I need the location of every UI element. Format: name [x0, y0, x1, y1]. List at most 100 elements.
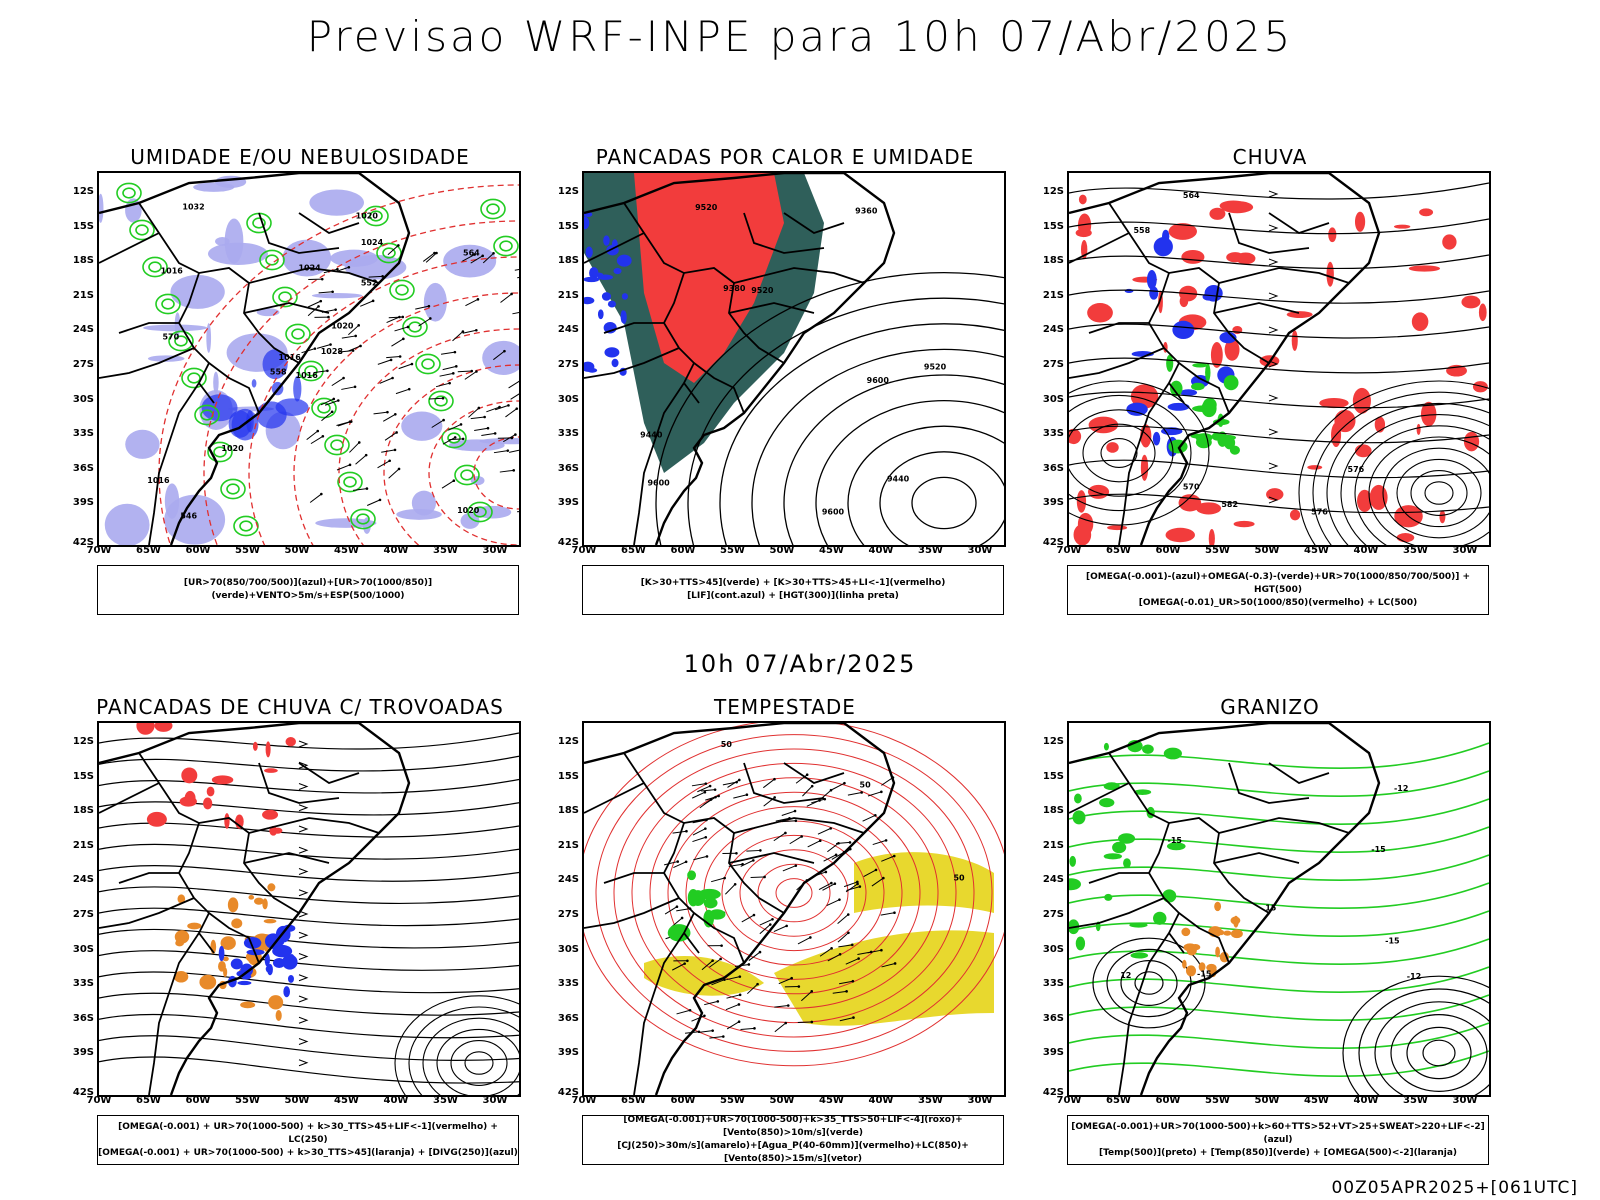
humidity-high-level — [282, 239, 332, 277]
wind-vector — [439, 372, 454, 377]
contour-label: 9600 — [647, 478, 670, 487]
wind-vector — [499, 469, 514, 473]
humidity-low-contour — [441, 427, 467, 449]
contour-label: 9600 — [867, 376, 890, 385]
thunderstorm-region — [264, 768, 278, 773]
lat-tick: 42S — [1042, 537, 1064, 548]
state-border — [603, 322, 664, 334]
legend-line-2: [Temp(500)](preto) + [Temp(850)](verde) … — [1098, 1147, 1458, 1158]
wind-vector — [318, 291, 333, 294]
wind-arrowhead — [735, 852, 738, 855]
wind-arrowhead — [847, 931, 850, 935]
wind-vector — [387, 245, 399, 256]
lifted-index-contour — [585, 246, 593, 258]
height-contour — [1069, 409, 1174, 497]
wind-vector — [512, 311, 519, 315]
lat-tick: 24S — [1042, 874, 1064, 886]
wind-vector — [774, 1005, 789, 1008]
strong-omega-region — [1211, 432, 1222, 441]
state-border — [728, 302, 815, 314]
showers-region — [263, 918, 277, 924]
wind-arrowhead — [830, 947, 833, 950]
legend-line-2: [CJ(250)>30m/s](amarelo)+[Agua_P(40-60mm… — [617, 1141, 969, 1164]
lat-tick: 21S — [1042, 289, 1064, 301]
streamline — [99, 843, 519, 860]
lat-tick: 42S — [72, 1087, 94, 1098]
coastline — [584, 173, 896, 545]
precipitable-water-contour — [685, 806, 903, 980]
streamline-arrow — [298, 825, 309, 833]
wind-arrowhead — [406, 325, 410, 329]
main-title: Previsao WRF-INPE para 10h 07/Abr/2025 — [306, 12, 1294, 61]
humidity-low-contour — [480, 198, 506, 220]
wind-arrowhead — [433, 251, 436, 255]
wind-vector — [381, 449, 396, 453]
rain-region — [1286, 311, 1313, 319]
map-tempestade: 50 50 50 — [582, 721, 1006, 1097]
wind-vector — [872, 839, 887, 846]
wind-vector — [664, 906, 678, 915]
state-border — [298, 212, 360, 234]
lat-tick: 15S — [557, 770, 579, 782]
panel-title: TEMPESTADE — [714, 695, 856, 719]
rain-region — [1078, 194, 1087, 205]
wind-arrowhead — [410, 362, 414, 366]
thickness-contour — [338, 328, 519, 545]
humidity-low-contour — [181, 367, 207, 389]
state-border — [243, 302, 330, 314]
humidity-core — [275, 398, 309, 416]
thunderstorm-region — [252, 741, 258, 751]
wind-arrowhead — [711, 959, 714, 962]
panel-umidade: UMIDADE E/OU NEBULOSIDADE 1016 1016 1016 10… — [60, 145, 540, 615]
wind-vector — [867, 791, 882, 797]
humidity-low-contour — [447, 432, 461, 444]
lat-tick: 21S — [557, 839, 579, 851]
temp-500-contour — [1106, 948, 1192, 1018]
wind-vector — [510, 393, 519, 400]
contour-label: 564 — [1183, 191, 1200, 200]
temp-850-contour — [1103, 742, 1109, 751]
omega-region — [1149, 286, 1159, 300]
rain-region — [1408, 265, 1441, 272]
lat-tick: 24S — [557, 874, 579, 886]
wind-vector — [844, 881, 858, 888]
lat-tick: 33S — [72, 978, 94, 990]
height-contour — [1312, 391, 1489, 545]
wind-arrowhead — [492, 252, 495, 255]
streamline — [99, 778, 519, 794]
wind-vector — [881, 855, 895, 862]
divergence-region — [230, 958, 243, 970]
wind-vector — [692, 836, 706, 843]
humidity-high-level — [460, 512, 480, 529]
humidity-low-contour — [415, 353, 441, 375]
lon-tick: 65W — [1106, 545, 1131, 556]
geopotential-contour — [751, 348, 1004, 545]
wind-vector — [862, 814, 876, 822]
wind-arrowhead — [481, 254, 484, 258]
showers-region — [231, 918, 243, 929]
wind-arrowhead — [882, 876, 885, 880]
humidity-low-contour — [499, 240, 513, 252]
state-border — [783, 762, 845, 784]
strong-wind-region — [687, 870, 697, 881]
wind-arrowhead — [503, 349, 506, 353]
lat-tick: 15S — [72, 770, 94, 782]
legend-line-2: [LIF](cont.azul) + [HGT(300)](linha pret… — [687, 591, 899, 601]
state-border — [728, 852, 815, 864]
lon-tick: 60W — [1155, 545, 1181, 556]
wind-vector — [692, 791, 706, 799]
wind-arrowhead — [427, 304, 431, 308]
lon-tick: 70W — [86, 545, 112, 556]
wind-arrowhead — [845, 990, 848, 993]
contour-label: -15 — [1371, 845, 1386, 854]
humidity-high-level — [193, 182, 235, 192]
wind-vector — [442, 365, 457, 371]
wind-vector — [881, 962, 896, 968]
wind-arrowhead — [313, 347, 317, 350]
lat-tick: 36S — [72, 462, 94, 474]
wind-vector — [801, 990, 813, 1002]
lon-tick: 40W — [383, 545, 409, 556]
wind-vector — [672, 830, 687, 834]
wind-vector — [726, 1021, 740, 1030]
rain-region — [1130, 384, 1159, 409]
